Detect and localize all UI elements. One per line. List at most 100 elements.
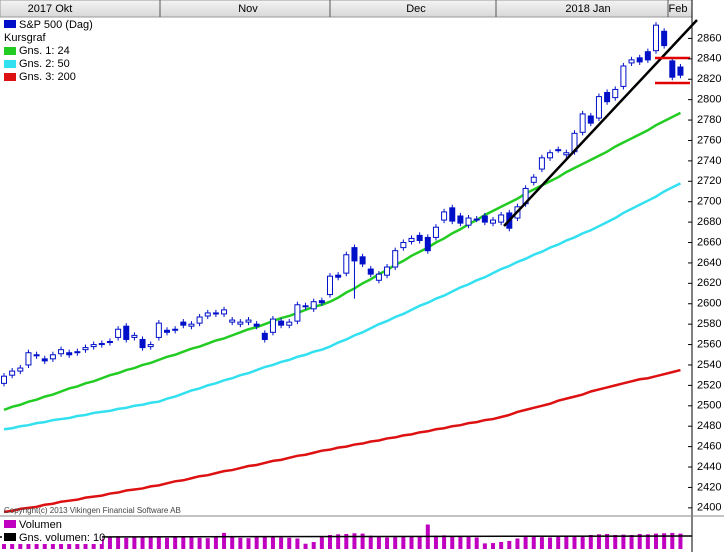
candle-body xyxy=(669,60,676,78)
candle-body xyxy=(164,329,170,333)
volume-bar xyxy=(654,533,658,549)
candle-body xyxy=(41,358,48,362)
volume-bar xyxy=(213,537,218,549)
candle-body xyxy=(359,256,366,265)
volume-bar xyxy=(442,535,447,549)
candle-body xyxy=(351,247,358,262)
candle-body xyxy=(188,323,195,327)
volume-bar xyxy=(328,535,332,549)
y-tick-label: 2680 xyxy=(697,216,721,228)
legend-entry: Gns. 3: 200 xyxy=(19,71,76,83)
legend-entry: Gns. volumen: 10 xyxy=(19,532,105,544)
volume-bar xyxy=(238,537,243,549)
volume-bar xyxy=(605,533,610,549)
legend-background xyxy=(2,518,102,544)
candle-body xyxy=(367,268,374,275)
candle-body xyxy=(432,226,439,238)
candle-body xyxy=(245,319,252,323)
volume-bar xyxy=(319,537,324,549)
period-label: 2017 Okt xyxy=(28,3,73,15)
candle-body xyxy=(261,332,268,340)
volume-bar xyxy=(523,536,528,549)
y-tick-label: 2440 xyxy=(697,461,721,473)
volume-bar xyxy=(548,537,553,549)
candle-body xyxy=(9,370,16,376)
period-separators xyxy=(159,0,669,17)
volume-bar xyxy=(246,538,251,549)
candle-body xyxy=(204,312,211,317)
candle-body xyxy=(82,347,89,351)
candle-body xyxy=(253,323,260,327)
volume-bar xyxy=(539,537,544,549)
volume-bar xyxy=(336,534,341,549)
candle-body xyxy=(278,320,285,326)
candle-body xyxy=(579,113,586,133)
candle-body xyxy=(375,273,382,281)
candle-body xyxy=(318,300,325,304)
legend-swatch xyxy=(4,20,16,28)
candle-body xyxy=(74,351,81,354)
volume-bar xyxy=(140,537,145,549)
y-tick-label: 2820 xyxy=(697,73,721,85)
volume-bar xyxy=(148,536,153,549)
moving-average xyxy=(3,182,682,431)
volume-bar xyxy=(376,536,381,549)
y-tick-label: 2740 xyxy=(697,155,721,167)
volume-bar xyxy=(450,536,455,549)
candle-body xyxy=(58,349,65,355)
volume-bar xyxy=(507,540,512,549)
volume-bar xyxy=(165,537,169,549)
candle-body xyxy=(604,92,611,103)
candle-body xyxy=(661,30,668,47)
y-tick-label: 2720 xyxy=(697,175,721,187)
candle-body xyxy=(449,207,456,222)
volume-bar xyxy=(181,536,186,549)
volume-bar xyxy=(197,537,202,549)
volume-bar xyxy=(205,538,210,549)
y-tick-label: 2780 xyxy=(697,114,721,126)
legend-swatch xyxy=(4,520,16,528)
volume-bar xyxy=(279,537,284,549)
volume-bar xyxy=(393,537,398,549)
volume-bar xyxy=(156,536,161,549)
candle-body xyxy=(155,322,162,338)
candle-body xyxy=(392,250,399,268)
volume-bar xyxy=(42,539,47,549)
y-tick-label: 2460 xyxy=(697,441,721,453)
candle-body xyxy=(677,66,684,76)
volume-bar xyxy=(368,535,373,549)
moving-average xyxy=(3,368,681,514)
volume-bar xyxy=(295,538,300,549)
candle-body xyxy=(115,328,122,338)
y-tick-label: 2560 xyxy=(697,338,721,350)
volume-bar xyxy=(352,533,357,549)
legend-swatch xyxy=(4,60,16,68)
copyright: Copyright(c) 2013 Vikingen Financial Sof… xyxy=(4,506,181,515)
volume-bar xyxy=(303,543,308,549)
volume-bar xyxy=(417,536,422,549)
candle-body xyxy=(17,367,24,372)
volume-bar xyxy=(491,543,495,549)
candle-body xyxy=(481,215,488,223)
volume-bar xyxy=(124,537,129,549)
candle-body xyxy=(237,321,244,325)
candle-body xyxy=(457,215,464,224)
candle-body xyxy=(106,341,113,344)
volume-bar xyxy=(670,532,675,549)
y-tick-label: 2600 xyxy=(697,298,721,310)
candle-body xyxy=(66,352,73,356)
volume-bar xyxy=(572,536,577,549)
volume-bar xyxy=(344,533,349,549)
candle-body xyxy=(180,321,187,326)
volume-bar xyxy=(230,536,235,549)
candle-body xyxy=(612,88,619,99)
candle-body xyxy=(547,152,554,159)
candle-body xyxy=(636,57,643,63)
volume-bar xyxy=(287,537,292,549)
y-tick-label: 2860 xyxy=(697,32,721,44)
volume-bar xyxy=(433,535,438,549)
candle-body xyxy=(587,115,594,124)
